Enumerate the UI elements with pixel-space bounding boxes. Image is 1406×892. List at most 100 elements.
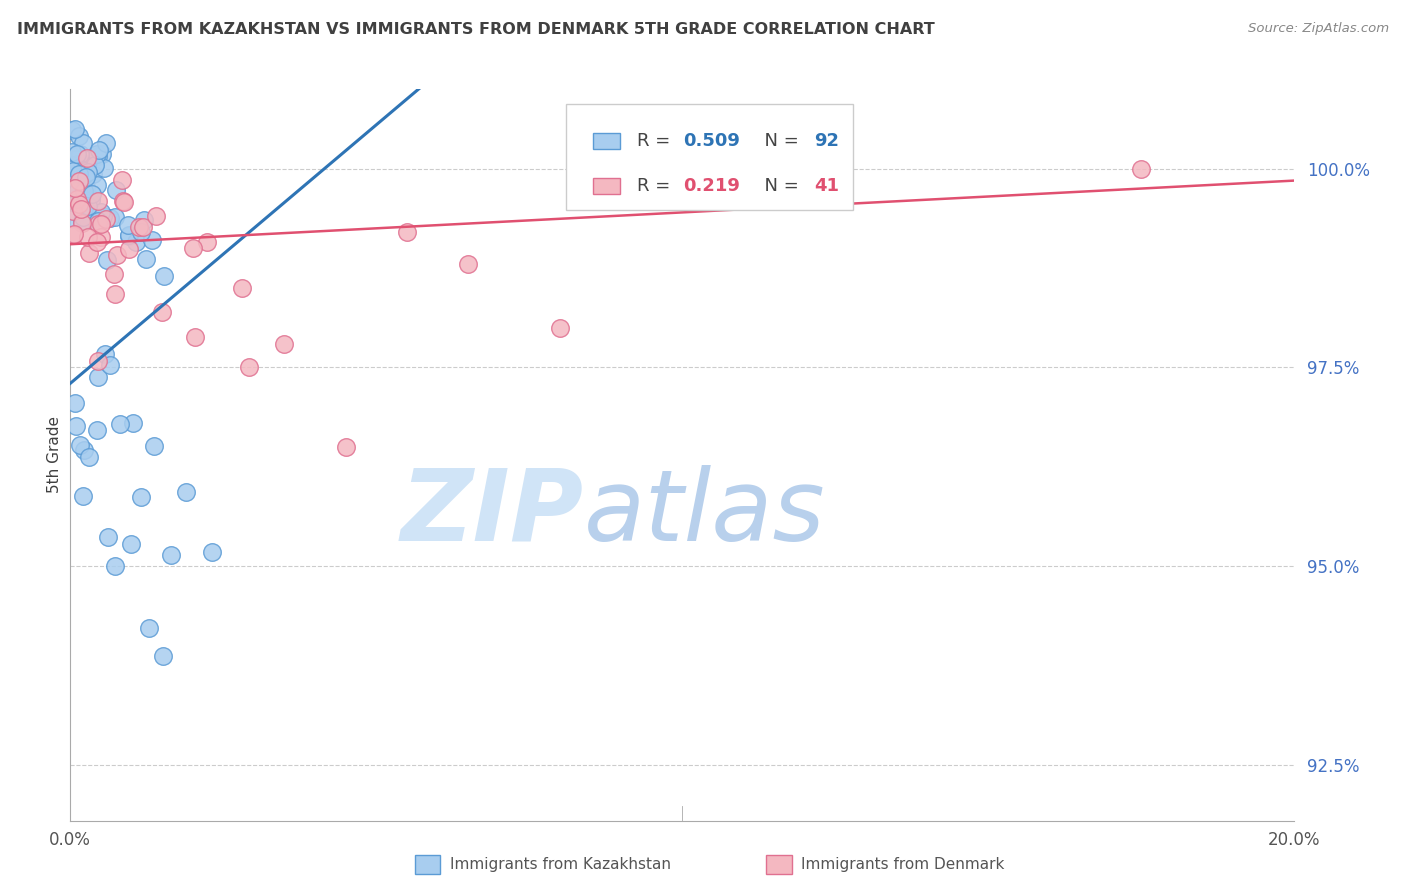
Point [67,197,90,211]
Point [87,214,110,228]
Point [150,305,173,319]
Point [122,416,145,430]
Point [94,211,117,226]
Point [66,157,89,171]
Point [70,213,93,227]
Point [70,162,93,177]
Point [72,210,94,224]
Point [72,489,94,503]
Point [87,370,110,384]
Point [335,440,357,454]
Point [111,173,134,187]
Y-axis label: 5th Grade: 5th Grade [46,417,62,493]
Point [60,145,83,160]
Point [75,170,97,185]
Point [69,437,91,451]
Point [65,153,87,167]
Point [93,209,115,223]
Point [117,218,139,232]
Text: ZIP: ZIP [401,465,583,562]
Point [73,201,96,215]
Point [77,206,100,220]
Point [70,216,93,230]
Point [69,147,91,161]
Point [73,156,96,170]
Point [73,443,96,458]
Point [118,228,141,243]
Text: Source: ZipAtlas.com: Source: ZipAtlas.com [1249,22,1389,36]
Point [67,174,90,188]
Point [67,168,90,182]
Point [152,269,174,284]
Point [60,193,83,207]
Point [69,202,91,216]
Point [73,184,96,198]
Point [132,213,155,227]
Point [184,330,207,344]
Point [201,545,224,559]
Point [90,210,112,224]
Point [104,210,127,224]
Point [118,242,141,256]
Text: N =: N = [752,178,804,195]
FancyBboxPatch shape [592,178,620,194]
Point [77,189,100,203]
Point [63,181,86,195]
Point [128,219,150,234]
Point [82,186,104,201]
Point [76,212,98,227]
Point [152,649,174,664]
Text: 92: 92 [814,132,839,151]
Point [195,235,218,249]
Point [94,136,117,150]
Point [141,233,163,247]
Point [79,208,101,222]
Point [77,165,100,179]
Text: Immigrants from Kazakhstan: Immigrants from Kazakhstan [450,857,671,871]
Point [105,183,128,197]
Point [145,209,167,223]
Point [98,211,121,225]
Point [63,122,86,136]
Point [60,174,83,188]
Point [87,354,110,368]
Point [125,235,148,249]
Text: 41: 41 [814,178,839,195]
Text: IMMIGRANTS FROM KAZAKHSTAN VS IMMIGRANTS FROM DENMARK 5TH GRADE CORRELATION CHAR: IMMIGRANTS FROM KAZAKHSTAN VS IMMIGRANTS… [17,22,935,37]
Point [159,548,181,562]
Point [62,182,84,196]
Point [135,252,157,266]
Point [80,193,103,207]
Point [70,170,93,185]
Text: 0.219: 0.219 [683,178,740,195]
Point [73,179,96,194]
Point [65,418,87,433]
Text: 0.509: 0.509 [683,132,740,151]
Point [72,136,94,150]
Point [76,151,98,165]
Point [77,199,100,213]
Point [120,537,142,551]
FancyBboxPatch shape [592,133,620,149]
Point [90,217,112,231]
Point [66,178,89,192]
Point [75,163,97,178]
Point [97,531,120,545]
Point [138,621,160,635]
Point [87,217,110,231]
Point [93,161,115,175]
Point [87,149,110,163]
Point [94,347,117,361]
Text: R =: R = [637,132,676,151]
Point [273,336,295,351]
Text: Immigrants from Denmark: Immigrants from Denmark [801,857,1005,871]
Point [75,159,97,173]
Point [132,219,155,234]
Point [395,225,418,239]
Point [457,257,479,271]
Point [118,228,141,243]
Point [103,267,125,281]
Point [90,230,112,244]
Point [105,248,128,262]
Point [76,212,98,227]
